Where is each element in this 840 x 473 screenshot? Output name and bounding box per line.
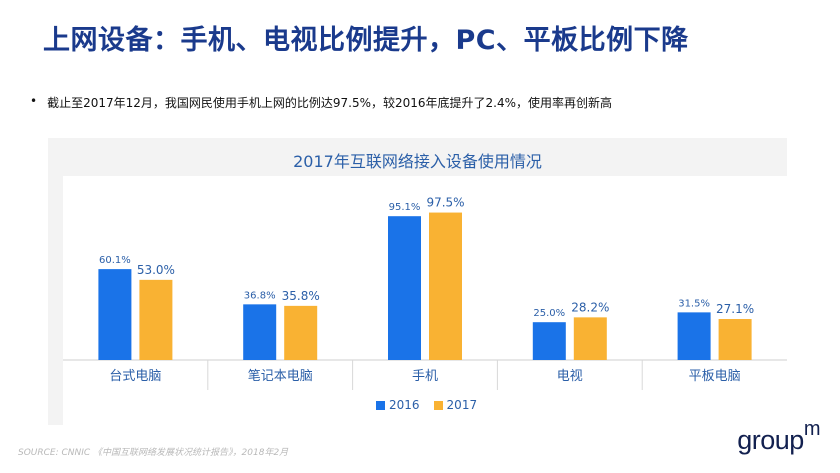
bar-2016-0 [98,269,132,360]
logo-text: group [737,425,804,455]
bar-2016-2 [388,216,421,360]
bullet-text: 截止至2017年12月，我国网民使用手机上网的比例达97.5%，较2016年底提… [47,96,613,110]
chart-title: 2017年互联网络接入设备使用情况 [293,152,542,171]
data-label-2016-2: 95.1% [389,202,421,213]
category-label-0: 台式电脑 [109,369,161,384]
legend-swatch-2017 [433,400,443,410]
legend-item-2017: 2017 [433,398,478,412]
groupm-logo: groupm [737,418,820,456]
data-label-2016-4: 31.5% [678,298,710,309]
bullet-marker: • [30,94,38,108]
legend-swatch-2016 [376,400,385,410]
slide-title: 上网设备：手机、电视比例提升，PC、平板比例下降 [43,25,689,56]
bar-2016-1 [243,304,277,360]
data-label-2016-3: 25.0% [533,308,565,319]
logo-mark: m [803,418,821,440]
bar-2017-4 [718,319,752,360]
bar-2016-3 [532,322,566,360]
bar-2017-3 [573,317,607,360]
legend-item-2016: 2016 [376,398,420,412]
data-label-2017-2: 97.5% [426,196,464,210]
chart-frame: 2017年互联网络接入设备使用情况 [48,138,787,425]
bar-chart: 60.1% 53.0% 台式电脑 36.8% 35.8% 笔记本电脑 95.1% 97.5% 手… [63,196,787,390]
category-label-1: 笔记本电脑 [248,368,313,384]
bullet-point: • 截止至2017年12月，我国网民使用手机上网的比例达97.5%，较2016年… [30,94,612,111]
bar-2017-1 [284,305,318,360]
data-label-2017-0: 53.0% [137,263,175,277]
category-label-3: 电视 [557,369,583,384]
data-label-2016-1: 36.8% [244,290,276,301]
legend-label-2016: 2016 [389,398,420,412]
source-note: SOURCE: CNNIC 《中国互联网络发展状况统计报告》，2018年2月 [18,448,289,458]
data-label-2017-1: 35.8% [282,289,320,303]
chart-legend: 2016 2017 [376,398,477,412]
bar-2017-0 [139,279,173,360]
data-label-2017-4: 27.1% [716,302,754,316]
data-label-2017-3: 28.2% [571,300,609,314]
bar-2016-4 [677,312,711,360]
legend-label-2017: 2017 [446,398,478,412]
data-label-2016-0: 60.1% [99,255,131,266]
category-label-2: 手机 [412,369,438,384]
plot-area [63,176,787,425]
bar-2017-2 [429,212,462,360]
category-label-4: 平板电脑 [689,369,741,384]
